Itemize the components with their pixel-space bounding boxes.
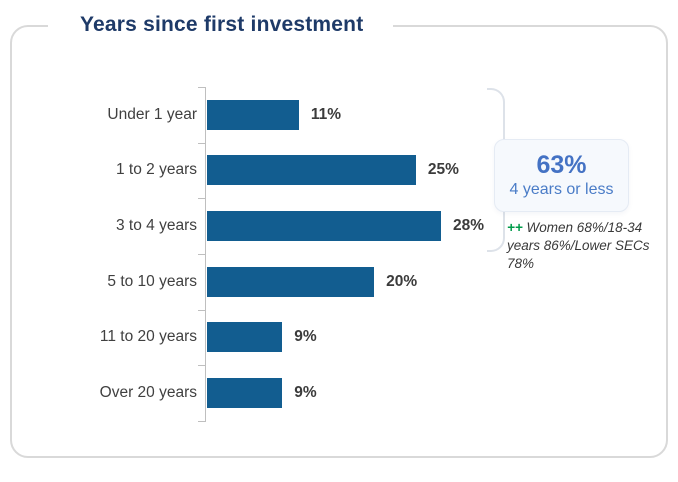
value-label: 9% [294, 328, 317, 346]
value-label: 9% [294, 384, 317, 402]
axis-tick [198, 365, 206, 367]
bar [207, 155, 416, 186]
bar-row: 1 to 2 years 25% [0, 143, 678, 199]
axis-tick [198, 421, 206, 422]
category-label: 1 to 2 years [116, 161, 197, 179]
category-label: Over 20 years [99, 384, 197, 402]
chart-title: Years since first investment [48, 13, 394, 37]
bar-row: 11 to 20 years 9% [0, 310, 678, 366]
axis-tick [198, 254, 206, 255]
bar [207, 99, 299, 130]
bar-row: 5 to 10 years 20% [0, 254, 678, 310]
value-label: 25% [427, 161, 459, 179]
value-label: 28% [453, 217, 485, 235]
callout-value: 63% [536, 150, 587, 179]
subgroup-annotation: ++ Women 68%/18-34 years 86%/Lower SECs … [507, 219, 651, 274]
category-label: 5 to 10 years [107, 272, 197, 290]
bar-row: Under 1 year 11% [0, 87, 678, 143]
category-label: Under 1 year [107, 105, 197, 123]
annotation-text: Women 68%/18-34 years 86%/Lower SECs 78% [507, 220, 650, 272]
axis-tick [198, 87, 206, 88]
value-label: 11% [310, 105, 342, 123]
category-label: 3 to 4 years [116, 217, 197, 235]
summary-callout: 63% 4 years or less [494, 139, 629, 212]
bar-row: 3 to 4 years 28% [0, 198, 678, 254]
axis-tick [198, 198, 206, 200]
callout-label: 4 years or less [509, 181, 614, 199]
bar [207, 211, 441, 242]
axis-tick [198, 142, 206, 144]
bar [207, 322, 283, 353]
value-label: 20% [386, 272, 418, 290]
category-label: 11 to 20 years [99, 328, 197, 346]
plus-plus-marker: ++ [507, 220, 523, 235]
bar-row: Over 20 years 9% [0, 365, 678, 421]
chart-card [10, 25, 668, 458]
bar [207, 378, 283, 409]
bar [207, 266, 375, 297]
axis-tick [198, 309, 206, 311]
